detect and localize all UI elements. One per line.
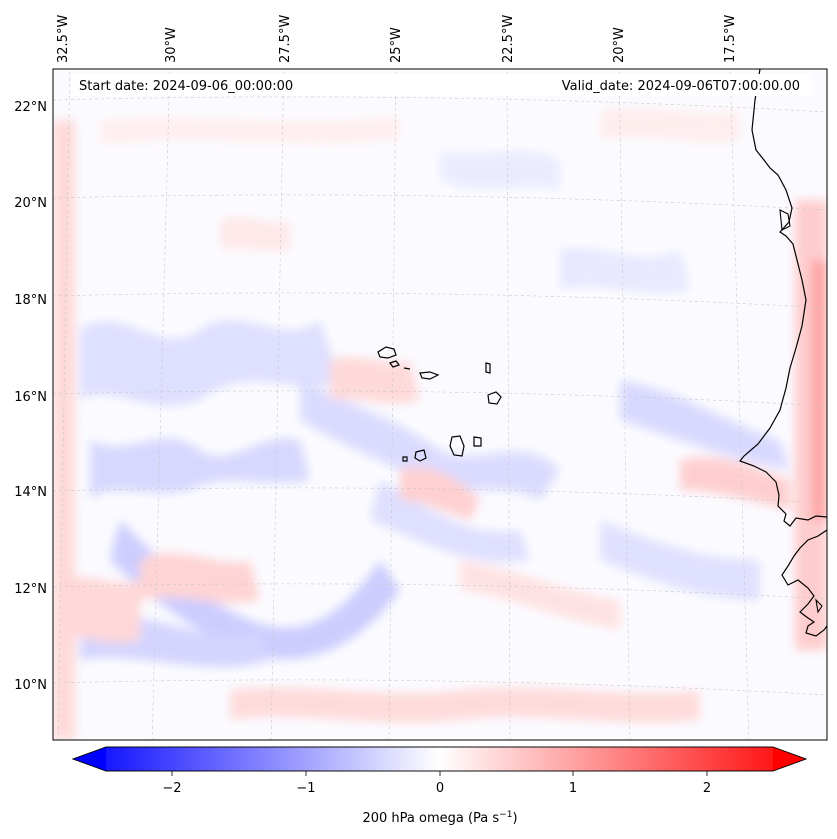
cape-verde-islands [377,346,502,462]
colorbar: −2 −1 0 1 2 200 hPa omega (Pa s−1) [71,746,808,826]
colorbar-body [71,746,808,772]
omega-field [53,107,827,740]
africa-coastline [739,69,827,527]
lat-labels: 22°N 20°N 18°N 16°N 14°N 12°N 10°N [14,100,47,693]
lat-label: 12°N [14,582,47,597]
colorbar-tick-label: −1 [296,781,315,796]
lon-label: 17.5°W [723,15,738,63]
lon-label: 27.5°W [278,15,293,63]
colorbar-tick-label: −2 [162,781,181,796]
lon-label: 20°W [612,27,627,63]
lat-gridlines [53,96,827,696]
colorbar-outline [71,746,808,772]
lat-label: 14°N [14,485,47,500]
lon-label: 32.5°W [56,15,71,63]
colorbar-label: 200 hPa omega (Pa s−1) [362,810,517,826]
colorbar-tick-label: 0 [436,781,444,796]
date-annotation-box [72,74,812,96]
map-panel [52,68,828,741]
colorbar-ticks [171,771,708,776]
lon-label: 30°W [164,27,179,63]
lon-label: 22.5°W [501,15,516,63]
colorbar-tick-label: 1 [569,781,577,796]
lat-label: 10°N [14,678,47,693]
colorbar-extend-low [73,747,106,771]
lat-label: 22°N [14,100,47,115]
africa-coastline-south [781,529,827,637]
valid-date-label: Valid_date: 2024-09-06T07:00:00.00 [562,79,800,94]
coast-islets [779,209,823,614]
lat-label: 18°N [14,293,47,308]
start-date-label: Start date: 2024-09-06_00:00:00 [79,79,293,94]
lon-label: 25°W [389,27,404,63]
colorbar-extend-high [773,747,806,771]
lon-labels: 32.5°W 30°W 27.5°W 25°W 22.5°W 20°W 17.5… [56,15,738,63]
lat-label: 16°N [14,390,47,405]
lat-label: 20°N [14,196,47,211]
lon-gridlines [57,69,750,740]
colorbar-tick-label: 2 [703,781,711,796]
